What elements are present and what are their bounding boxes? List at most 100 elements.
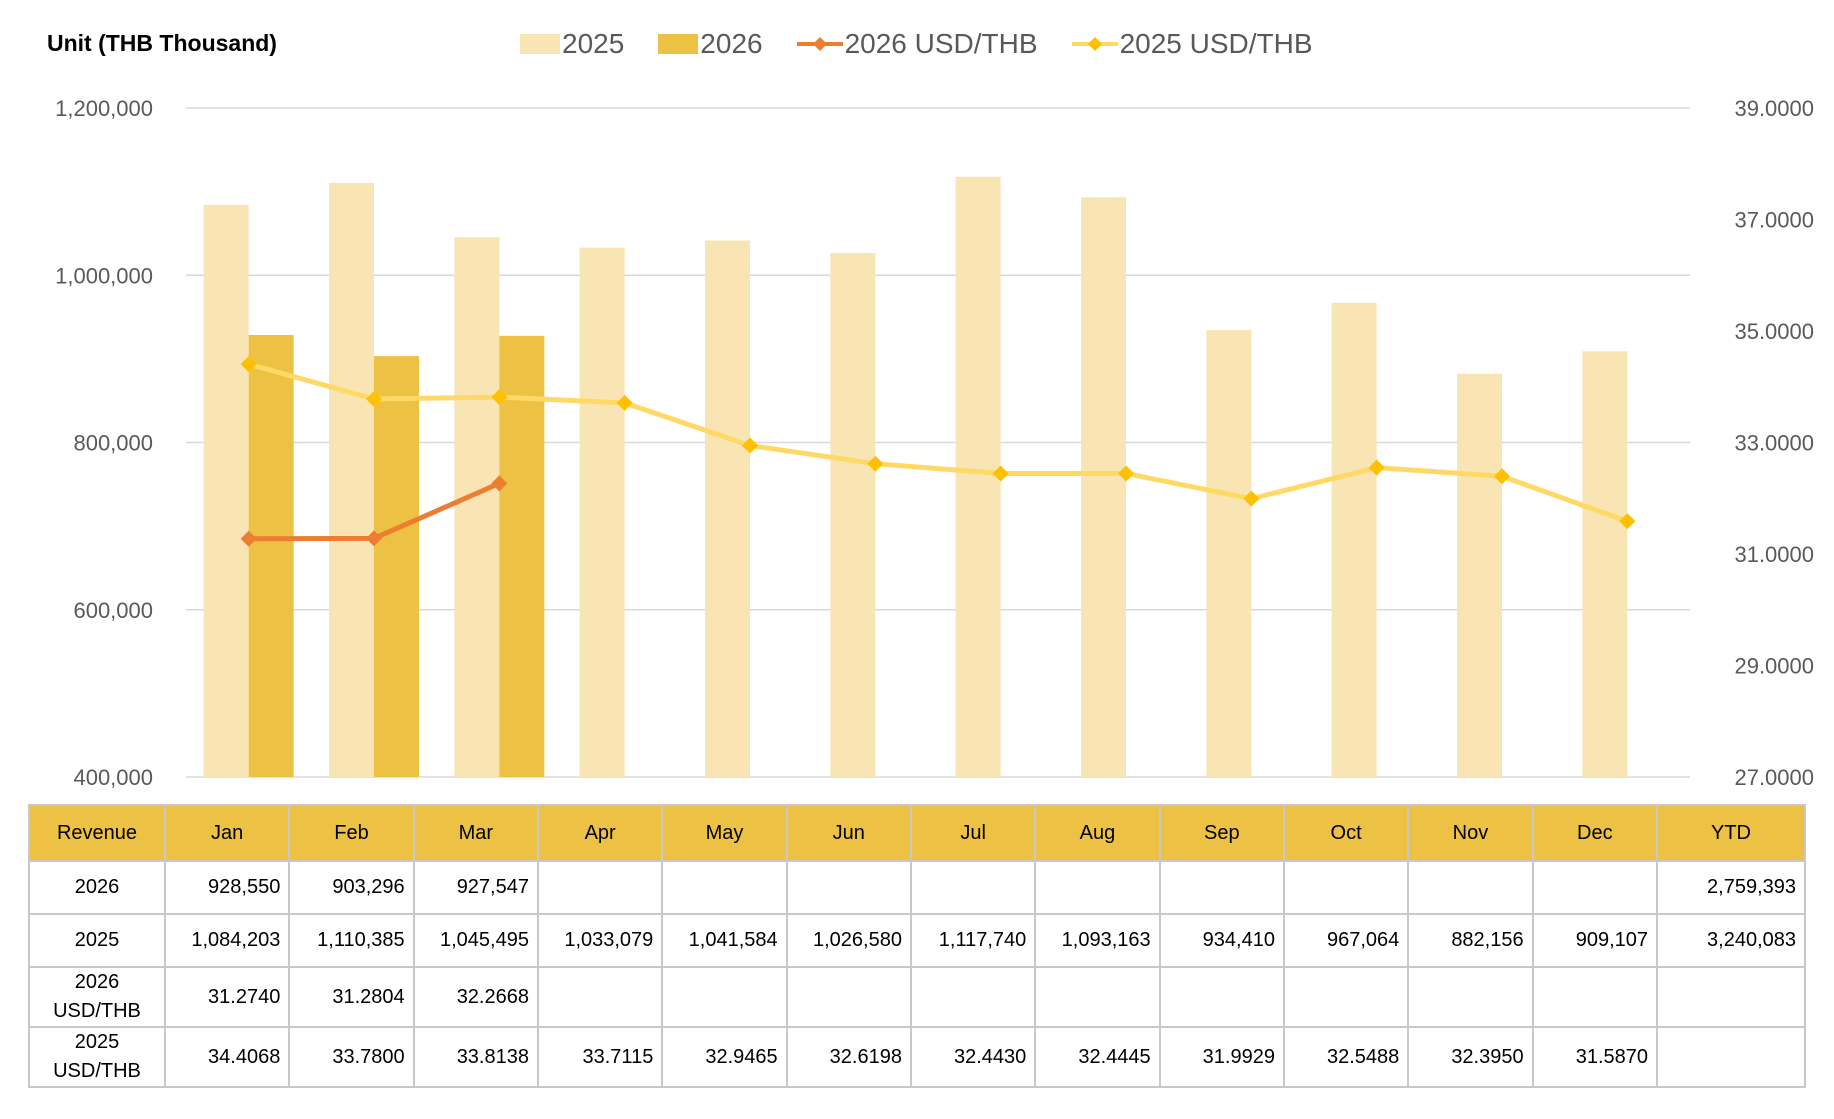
table-cell: 928,550 bbox=[163, 860, 291, 915]
table-cell: 34.4068 bbox=[163, 1026, 291, 1088]
revenue-table: Revenue Jan Feb Mar Apr May Jun Jul Aug Sep Oct Nov… bbox=[28, 804, 1806, 1088]
bar-2026-mar bbox=[499, 335, 545, 777]
legend-swatch-2026 bbox=[658, 34, 699, 54]
table-cell: 3,240,083 bbox=[1656, 913, 1806, 968]
table-cell bbox=[1282, 966, 1410, 1028]
point-2026-usdthb-mar bbox=[491, 475, 508, 492]
bar-2025-apr bbox=[579, 247, 625, 777]
point-2025-usdthb-aug bbox=[1118, 465, 1134, 482]
bar-2025-nov bbox=[1457, 373, 1502, 777]
table-cell bbox=[661, 860, 788, 915]
table-cell bbox=[1158, 860, 1285, 915]
legend-item-2025-usdthb: 2025 USD/THB bbox=[1071, 28, 1313, 60]
point-2025-usdthb-apr bbox=[616, 394, 633, 411]
table-cell: 2,759,393 bbox=[1656, 860, 1806, 915]
table-header-sep: Sep bbox=[1158, 804, 1285, 862]
table-header-jul: Jul bbox=[909, 804, 1037, 862]
table-cell bbox=[1282, 860, 1410, 915]
table-header-feb: Feb bbox=[288, 804, 415, 862]
legend-item-2025: 2025 bbox=[520, 28, 624, 60]
legend-label-2026: 2026 bbox=[700, 28, 763, 59]
legend-swatch-2025-usdthb bbox=[1071, 37, 1118, 51]
y-right-tick-label: 35.0000 bbox=[1734, 319, 1814, 344]
y-left-tick-label: 800,000 bbox=[73, 431, 153, 456]
table-cell bbox=[909, 860, 1037, 915]
table-header-ytd: YTD bbox=[1656, 804, 1806, 862]
point-2026-usdthb-feb bbox=[366, 530, 382, 547]
point-2025-usdthb-jan bbox=[240, 356, 257, 373]
bar-2025-dec bbox=[1582, 351, 1628, 777]
table-cell: 33.7115 bbox=[536, 1026, 664, 1088]
table-header-mar: Mar bbox=[412, 804, 539, 862]
table-cell: 31.5870 bbox=[1531, 1026, 1659, 1088]
table-cell bbox=[1531, 966, 1659, 1028]
chart-legend: 2025 2026 2026 USD/THB 2025 USD/THB bbox=[520, 28, 1347, 60]
legend-label-2026-usdthb: 2026 USD/THB bbox=[844, 28, 1038, 59]
table-row: 2025 1,084,203 1,110,385 1,045,495 1,033,079… bbox=[28, 913, 1806, 968]
bar-2025-jan bbox=[203, 204, 249, 778]
table-cell bbox=[661, 966, 788, 1028]
table-cell: 32.9465 bbox=[661, 1026, 788, 1088]
table-cell: 1,041,584 bbox=[661, 913, 788, 968]
table-cell: 909,107 bbox=[1531, 913, 1659, 968]
table-cell: 967,064 bbox=[1282, 913, 1410, 968]
table-header-dec: Dec bbox=[1531, 804, 1659, 862]
bar-2025-aug bbox=[1081, 197, 1126, 778]
legend-swatch-2025 bbox=[520, 34, 560, 54]
table-cell bbox=[909, 966, 1037, 1028]
table-header-oct: Oct bbox=[1282, 804, 1410, 862]
table-cell bbox=[1407, 860, 1534, 915]
table-cell: 1,093,163 bbox=[1034, 913, 1161, 968]
table-cell bbox=[1656, 966, 1806, 1028]
table-cell: 32.4430 bbox=[909, 1026, 1037, 1088]
bar-2025-feb bbox=[329, 182, 374, 777]
y-right-tick-label: 33.0000 bbox=[1734, 431, 1814, 456]
table-cell: 1,026,580 bbox=[785, 913, 912, 968]
point-2025-usdthb-may bbox=[742, 437, 758, 454]
legend-label-2025-usdthb: 2025 USD/THB bbox=[1119, 28, 1313, 59]
table-cell: 1,033,079 bbox=[536, 913, 664, 968]
table-cell bbox=[1034, 966, 1161, 1028]
y-left-tick-label: 600,000 bbox=[73, 598, 153, 623]
table-cell: 31.2804 bbox=[288, 966, 415, 1028]
table-row-label: 2026 bbox=[28, 860, 166, 915]
bar-2026-jan bbox=[248, 335, 294, 777]
revenue-chart: 400,000 600,000 800,000 1,000,000 1,200,000 2… bbox=[55, 96, 1814, 790]
table-cell: 1,084,203 bbox=[163, 913, 291, 968]
table-cell: 32.2668 bbox=[412, 966, 539, 1028]
table-cell: 1,117,740 bbox=[909, 913, 1037, 968]
legend-item-2026: 2026 bbox=[658, 28, 763, 60]
y-right-tick-label: 37.0000 bbox=[1734, 208, 1814, 233]
unit-label: Unit (THB Thousand) bbox=[47, 30, 277, 56]
bar-2025-jun bbox=[830, 253, 876, 778]
y-left-tick-label: 1,200,000 bbox=[55, 96, 153, 121]
table-header-aug: Aug bbox=[1034, 804, 1161, 862]
y-right-tick-label: 31.0000 bbox=[1734, 542, 1814, 567]
table-cell bbox=[1158, 966, 1285, 1028]
table-row: 2026 USD/THB 31.2740 31.2804 32.2668 bbox=[28, 966, 1806, 1028]
point-2025-usdthb-feb bbox=[366, 391, 382, 408]
table-cell: 1,110,385 bbox=[288, 913, 415, 968]
y-left-tick-label: 1,000,000 bbox=[55, 263, 153, 288]
table-cell: 31.9929 bbox=[1158, 1026, 1285, 1088]
table-header-jun: Jun bbox=[785, 804, 912, 862]
bar-2025-oct bbox=[1331, 302, 1377, 777]
bar-2025-may bbox=[705, 240, 750, 778]
bar-2025-mar bbox=[454, 237, 500, 777]
y-right-tick-label: 39.0000 bbox=[1734, 96, 1814, 121]
table-cell: 1,045,495 bbox=[412, 913, 539, 968]
table-cell: 882,156 bbox=[1407, 913, 1534, 968]
table-header-nov: Nov bbox=[1407, 804, 1534, 862]
table-header-row: Revenue Jan Feb Mar Apr May Jun Jul Aug Sep Oct Nov… bbox=[28, 804, 1806, 862]
table-cell: 903,296 bbox=[288, 860, 415, 915]
table-row: 2025 USD/THB 34.4068 33.7800 33.8138 33.7115… bbox=[28, 1026, 1806, 1088]
line-2025-usdthb bbox=[247, 361, 1629, 524]
table-cell: 33.7800 bbox=[288, 1026, 415, 1088]
table-cell: 32.6198 bbox=[785, 1026, 912, 1088]
y-right-tick-label: 27.0000 bbox=[1734, 765, 1814, 790]
bar-2025-sep bbox=[1206, 330, 1252, 777]
table-cell bbox=[1034, 860, 1161, 915]
bar-2026-feb bbox=[374, 356, 419, 777]
table-cell: 32.3950 bbox=[1407, 1026, 1534, 1088]
bar-2025-jul bbox=[955, 176, 1001, 778]
